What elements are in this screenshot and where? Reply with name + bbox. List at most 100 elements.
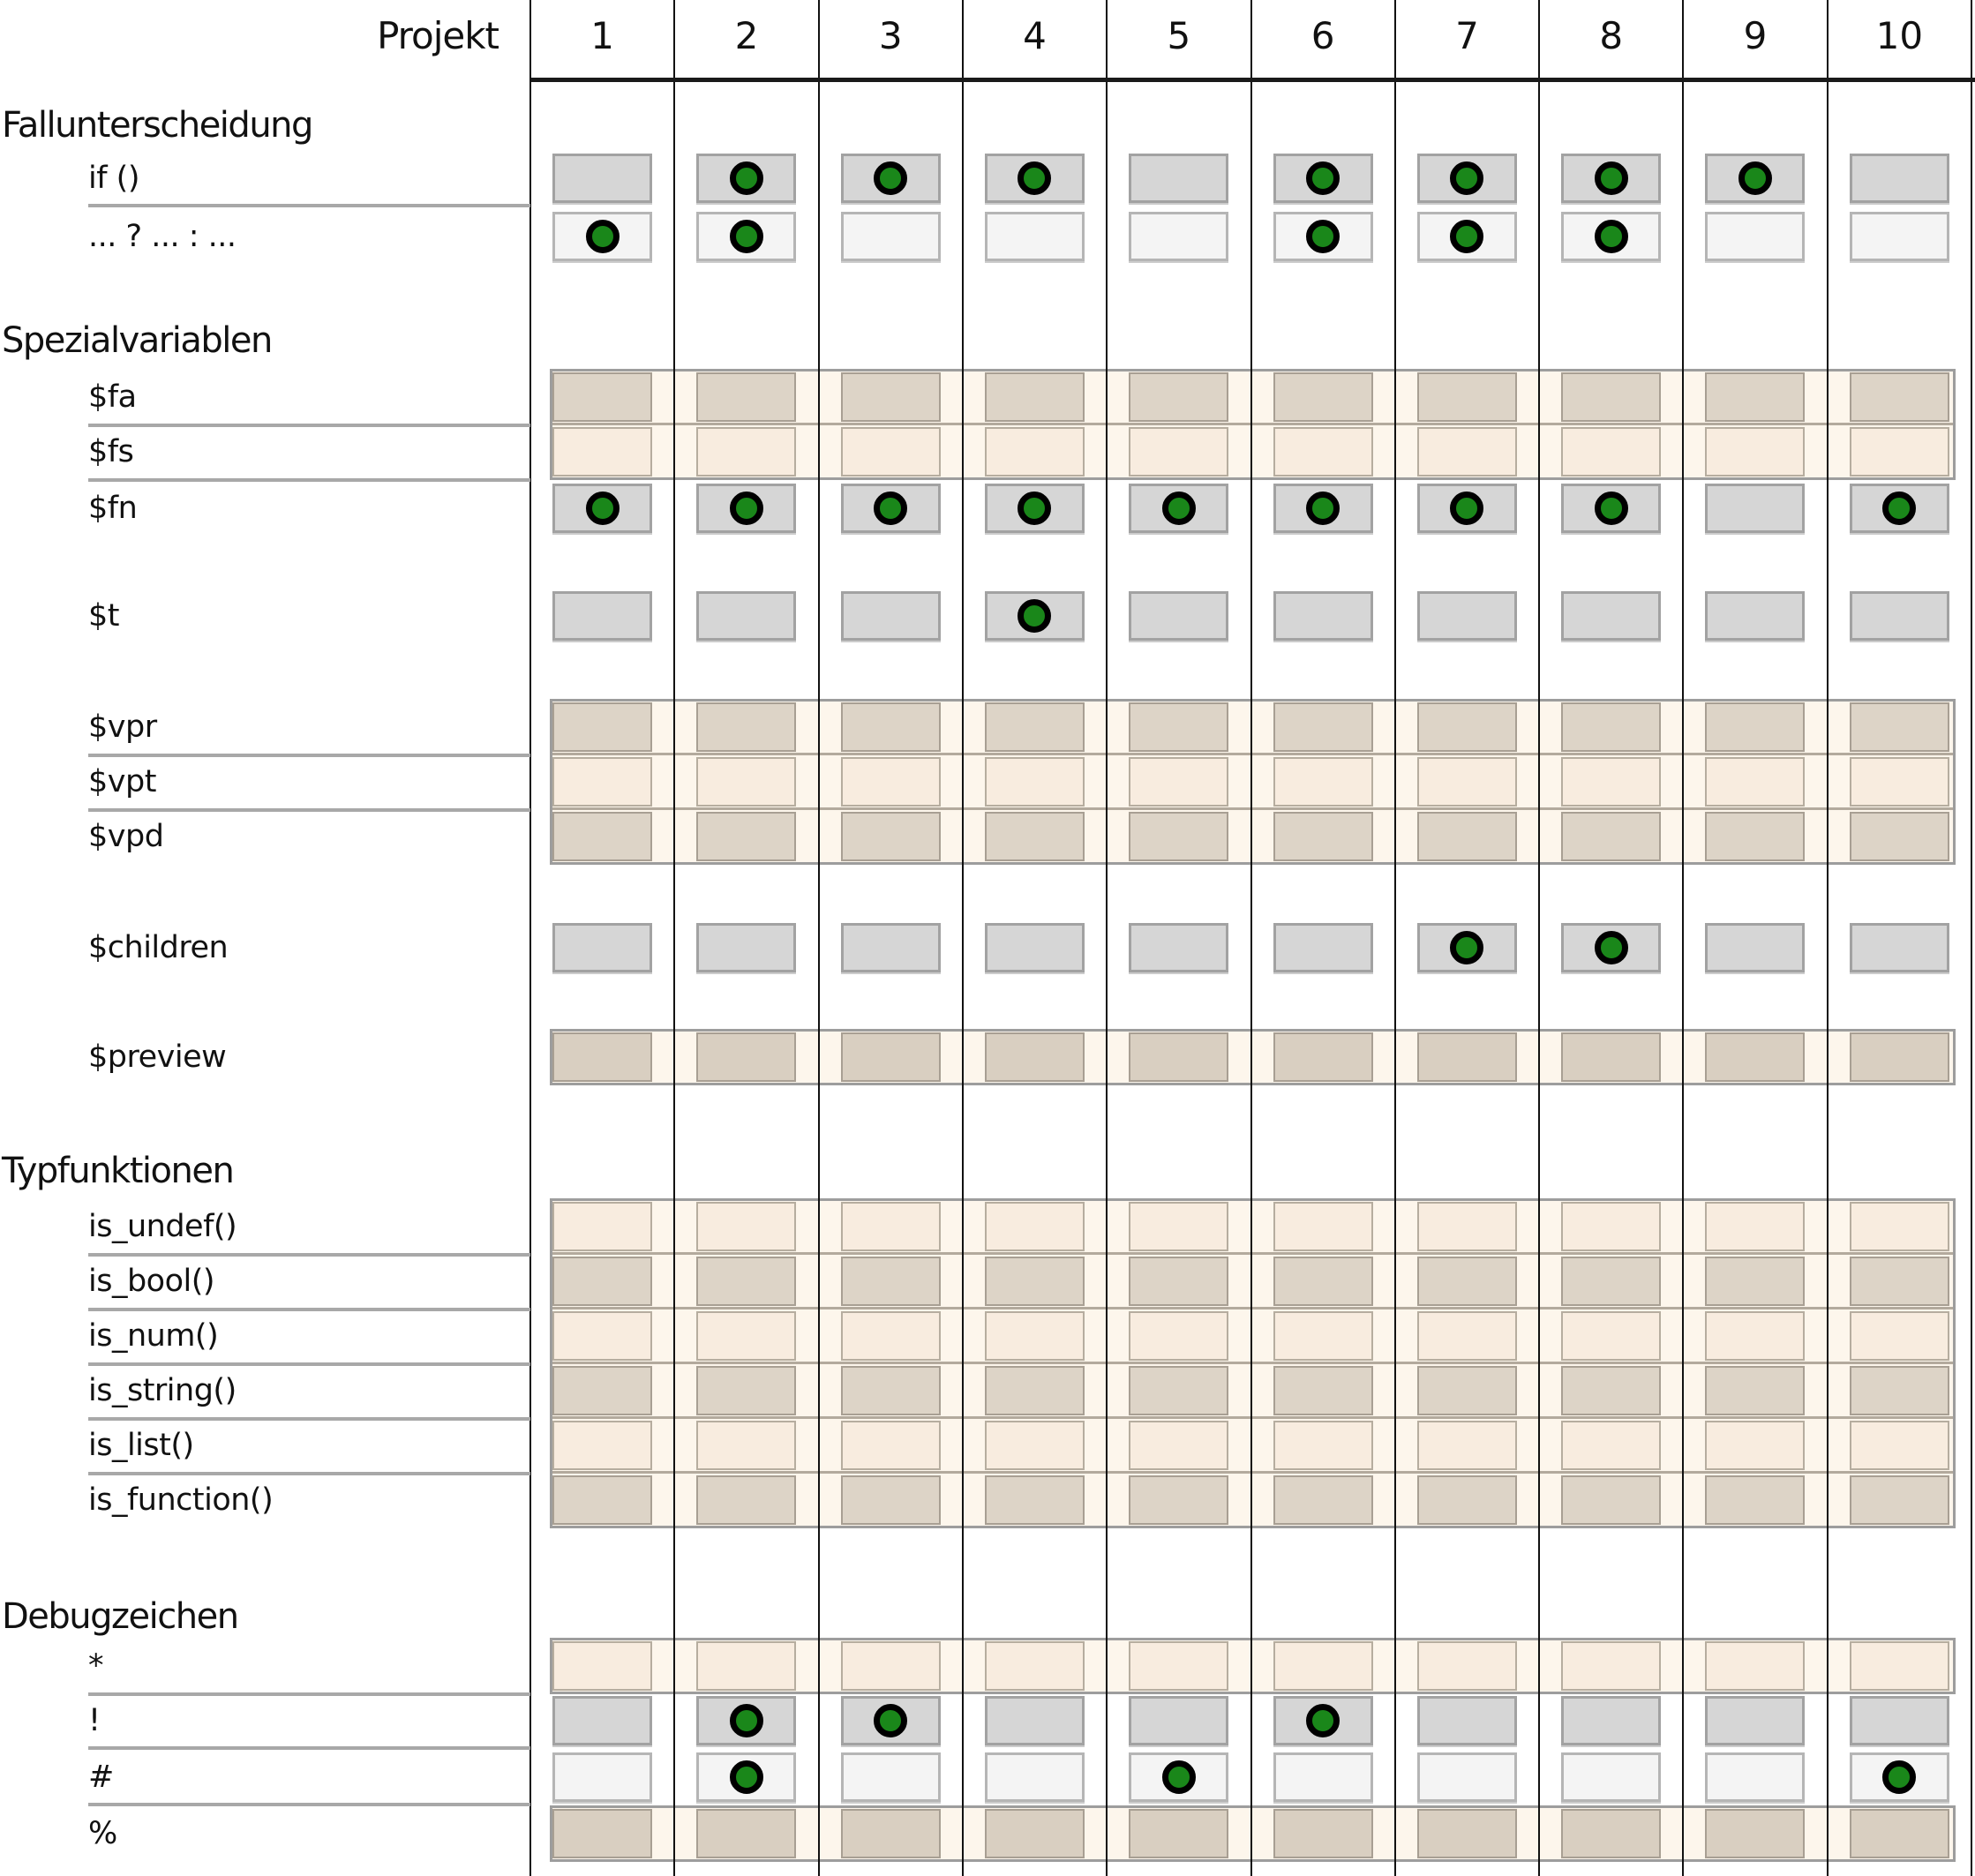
usage-dot: [729, 1760, 763, 1794]
column-header: 6: [1310, 14, 1335, 57]
matrix-cell: [840, 591, 941, 641]
matrix-cell: [1273, 1366, 1373, 1415]
matrix-cell: [1273, 702, 1373, 752]
usage-dot: [729, 492, 763, 525]
matrix-cell: [1561, 1257, 1662, 1306]
matrix-cell: [1273, 372, 1373, 422]
usage-dot: [1450, 931, 1484, 964]
matrix-cell: [552, 1421, 652, 1470]
matrix-cell: [1849, 591, 1949, 641]
matrix-cell: [984, 1257, 1085, 1306]
row-label: is_num(): [88, 1318, 219, 1354]
band-row-separator: [552, 1252, 1953, 1255]
usage-dot: [1306, 492, 1340, 525]
matrix-cell: [1273, 1202, 1373, 1251]
matrix-cell: [1416, 1202, 1517, 1251]
matrix-cell: [696, 1809, 797, 1858]
matrix-cell: [1273, 591, 1373, 641]
matrix-cell: [1561, 1641, 1662, 1691]
matrix-cell: [1849, 1475, 1949, 1525]
matrix-cell: [1416, 591, 1517, 641]
matrix-cell: [1705, 1809, 1806, 1858]
matrix-cell: [1129, 427, 1229, 477]
column-grid-line: [1106, 0, 1108, 1876]
usage-dot: [1306, 1704, 1340, 1737]
matrix-cell: [984, 812, 1085, 861]
row-underline: [88, 1803, 530, 1806]
matrix-cell: [696, 923, 797, 972]
matrix-cell: [1273, 1475, 1373, 1525]
usage-dot: [585, 492, 620, 525]
usage-dot: [1882, 492, 1917, 525]
usage-dot: [1161, 492, 1196, 525]
matrix-cell: [552, 702, 652, 752]
usage-dot: [1450, 161, 1484, 195]
matrix-cell: [696, 1257, 797, 1306]
matrix-cell: [1849, 812, 1949, 861]
row-label: $t: [88, 598, 120, 634]
matrix-cell: [552, 154, 652, 203]
matrix-cell: [1129, 1257, 1229, 1306]
matrix-cell: [552, 372, 652, 422]
usage-dot: [1738, 161, 1772, 195]
column-header: 10: [1875, 14, 1924, 57]
band-row-separator: [552, 1307, 1953, 1309]
row-label: $fs: [88, 434, 134, 469]
matrix-cell: [1561, 1311, 1662, 1361]
matrix-cell: [1849, 923, 1949, 972]
matrix-cell: [984, 1475, 1085, 1525]
column-grid-line: [1393, 0, 1396, 1876]
usage-dot: [1450, 220, 1484, 253]
row-label: $vpr: [88, 709, 157, 745]
matrix-cell: [1561, 812, 1662, 861]
matrix-cell: [1129, 1641, 1229, 1691]
matrix-cell: [1273, 1032, 1373, 1082]
row-label: !: [88, 1703, 101, 1738]
matrix-cell: [552, 1311, 652, 1361]
matrix-cell: [696, 757, 797, 807]
band-row-separator: [552, 1471, 1953, 1474]
matrix-cell: [552, 1257, 652, 1306]
matrix-cell: [696, 427, 797, 477]
matrix-cell: [1416, 1475, 1517, 1525]
matrix-cell: [1849, 702, 1949, 752]
matrix-cell: [696, 372, 797, 422]
matrix-cell: [984, 1641, 1085, 1691]
matrix-cell: [1561, 1809, 1662, 1858]
matrix-cell: [1705, 212, 1806, 261]
matrix-cell: [1849, 1366, 1949, 1415]
usage-dot: [1306, 161, 1340, 195]
row-underline: [88, 478, 530, 482]
row-label: $preview: [88, 1039, 227, 1075]
matrix-cell: [696, 591, 797, 641]
matrix-cell: [1416, 1641, 1517, 1691]
matrix-cell: [840, 702, 941, 752]
matrix-cell: [1849, 1032, 1949, 1082]
matrix-cell: [552, 1475, 652, 1525]
matrix-cell: [1705, 923, 1806, 972]
usage-dot: [1594, 931, 1628, 964]
matrix-cell: [552, 427, 652, 477]
matrix-cell: [840, 1202, 941, 1251]
matrix-cell: [1129, 1696, 1229, 1745]
matrix-cell: [840, 923, 941, 972]
matrix-cell: [1849, 1311, 1949, 1361]
matrix-cell: [552, 757, 652, 807]
matrix-cell: [1416, 1311, 1517, 1361]
matrix-cell: [1273, 1311, 1373, 1361]
matrix-cell: [696, 1366, 797, 1415]
matrix-cell: [1705, 1032, 1806, 1082]
matrix-cell: [840, 1366, 941, 1415]
section-title: Typfunktionen: [2, 1151, 235, 1191]
section-title: Debugzeichen: [2, 1596, 239, 1637]
column-header: 9: [1743, 14, 1768, 57]
matrix-cell: [696, 1202, 797, 1251]
row-underline: [88, 424, 530, 427]
matrix-cell: [1129, 372, 1229, 422]
matrix-cell: [1561, 702, 1662, 752]
matrix-cell: [552, 812, 652, 861]
band-row-separator: [552, 1362, 1953, 1364]
matrix-cell: [1561, 372, 1662, 422]
matrix-cell: [984, 372, 1085, 422]
